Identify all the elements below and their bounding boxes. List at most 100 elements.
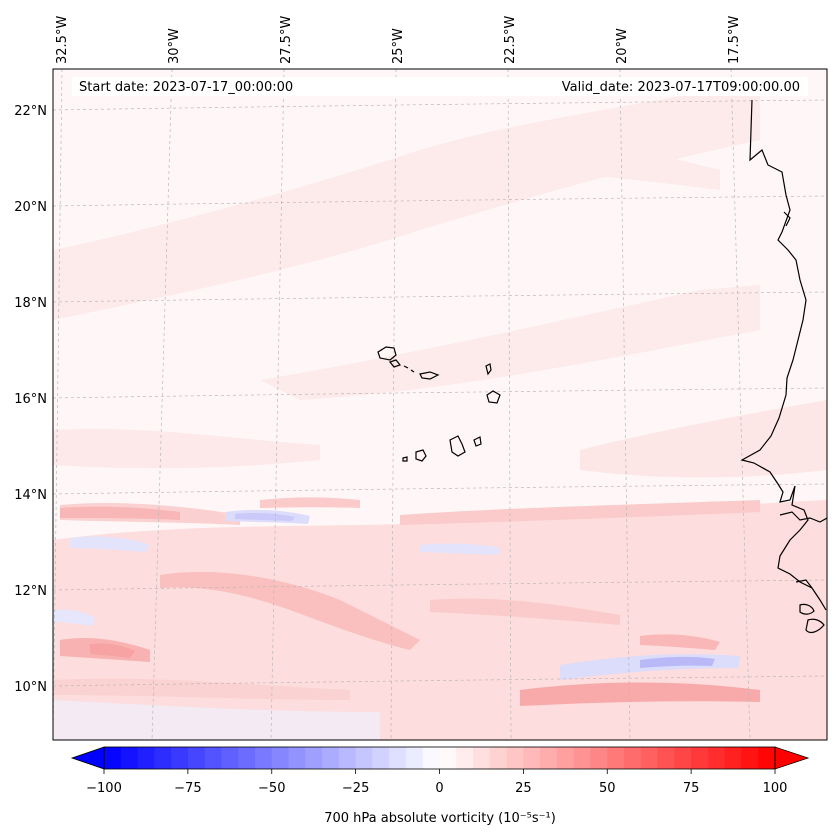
colorbar-min-extend	[70, 746, 105, 770]
island	[485, 363, 492, 376]
vorticity-band	[53, 700, 380, 740]
vorticity-band	[70, 536, 150, 552]
vorticity-band	[53, 500, 827, 740]
colorbar-cell	[640, 747, 659, 769]
vorticity-band	[90, 643, 135, 658]
colorbar-tick-label: 50	[599, 781, 616, 796]
island	[377, 346, 397, 361]
latitude-labels: 22°N 20°N 18°N 16°N 14°N 12°N 10°N	[14, 104, 47, 695]
colorbar-cell	[489, 747, 508, 769]
colorbar-cell	[691, 747, 709, 769]
colorbar-cell	[540, 747, 558, 769]
vorticity-band	[640, 656, 715, 668]
vorticity-band	[53, 80, 760, 320]
colorbar-cell	[473, 747, 491, 769]
colorbar-tick-label: 100	[763, 781, 788, 796]
colorbar-tick-label: 75	[683, 781, 700, 796]
colorbar-label: 700 hPa absolute vorticity (10⁻⁵s⁻¹)	[324, 811, 556, 826]
colorbar-cell	[137, 747, 155, 769]
colorbar-tick-label: −100	[86, 781, 122, 796]
colorbar-cell	[607, 747, 625, 769]
colorbar-cell	[120, 747, 139, 769]
coast-detail	[779, 511, 827, 523]
valid-date-label: Valid_date: 2023-07-17T09:00:00.00	[562, 80, 800, 95]
graticule	[53, 69, 827, 740]
colorbar-max-extend	[774, 746, 810, 770]
coast-detail	[795, 579, 813, 589]
longitude-tick-label: 22.5°W	[503, 16, 518, 64]
colorbar-cell	[590, 747, 608, 769]
latitude-tick-label: 22°N	[14, 104, 47, 119]
island	[473, 436, 482, 447]
colorbar-tick-label: −75	[174, 781, 201, 796]
vorticity-band	[420, 543, 500, 555]
island	[403, 365, 409, 369]
colorbar: −100 −75 −50 −25 0 25 50 75 100 700 hPa absolute…	[70, 746, 810, 826]
map-panel: Start date: 2023-07-17_00:00:00 Valid_da…	[52, 68, 828, 741]
colorbar-cell	[355, 747, 373, 769]
island	[415, 449, 427, 462]
island	[388, 359, 402, 368]
vorticity-band	[235, 513, 295, 521]
colorbar-cell	[758, 747, 776, 769]
vorticity-band	[53, 609, 95, 626]
longitude-tick-label: 25°W	[391, 28, 406, 64]
longitude-tick-label: 27.5°W	[279, 16, 294, 64]
colorbar-tick-label: −25	[342, 781, 369, 796]
colorbar-tick-label: 0	[435, 781, 443, 796]
coast-detail	[799, 603, 815, 615]
longitude-tick-label: 20°W	[615, 28, 630, 64]
colorbar-cell	[338, 747, 357, 769]
colorbar-cell	[372, 747, 390, 769]
coast-detail	[783, 211, 791, 227]
map-frame	[52, 68, 828, 741]
colorbar-cell	[707, 747, 726, 769]
colorbar-cells	[104, 747, 776, 769]
colorbar-cell	[556, 747, 575, 769]
vorticity-band	[580, 400, 827, 478]
colorbar-cell	[389, 747, 407, 769]
start-date-label: Start date: 2023-07-17_00:00:00	[79, 80, 293, 95]
west-africa-coast	[740, 99, 827, 611]
colorbar-cell	[456, 747, 474, 769]
colorbar-cell	[305, 747, 323, 769]
longitude-labels: 32.5°W 30°W 27.5°W 25°W 22.5°W 20°W 17.5°W	[55, 16, 742, 64]
island	[410, 369, 415, 373]
colorbar-ticks: −100 −75 −50 −25 0 25 50 75 100	[86, 769, 787, 796]
vorticity-band	[60, 506, 180, 520]
island	[486, 390, 501, 404]
vorticity-band	[260, 497, 360, 508]
colorbar-cell	[624, 747, 642, 769]
coastline	[740, 99, 827, 634]
colorbar-cell	[573, 747, 591, 769]
colorbar-cell	[187, 747, 206, 769]
latitude-tick-label: 16°N	[14, 392, 47, 407]
colorbar-cell	[322, 747, 340, 769]
vorticity-band	[53, 428, 320, 469]
longitude-tick-label: 17.5°W	[727, 16, 742, 64]
latitude-tick-label: 20°N	[14, 200, 47, 215]
colorbar-cell	[104, 747, 122, 769]
colorbar-cell	[154, 747, 172, 769]
vorticity-band	[480, 137, 720, 190]
island	[449, 435, 466, 457]
island	[402, 456, 408, 462]
longitude-tick-label: 32.5°W	[55, 16, 70, 64]
colorbar-cell	[254, 747, 273, 769]
colorbar-cell	[741, 747, 759, 769]
colorbar-cell	[238, 747, 256, 769]
latitude-tick-label: 18°N	[14, 296, 47, 311]
colorbar-cell	[204, 747, 222, 769]
latitude-tick-label: 14°N	[14, 488, 47, 503]
colorbar-cell	[171, 747, 189, 769]
colorbar-tick-label: 25	[515, 781, 532, 796]
latitude-tick-label: 12°N	[14, 584, 47, 599]
vorticity-band	[400, 500, 760, 525]
colorbar-cell	[288, 747, 306, 769]
vorticity-band	[53, 678, 350, 700]
vorticity-band	[260, 285, 760, 400]
colorbar-cell	[422, 747, 440, 769]
vorticity-band	[430, 598, 620, 625]
colorbar-cell	[657, 747, 675, 769]
colorbar-cell	[405, 747, 424, 769]
